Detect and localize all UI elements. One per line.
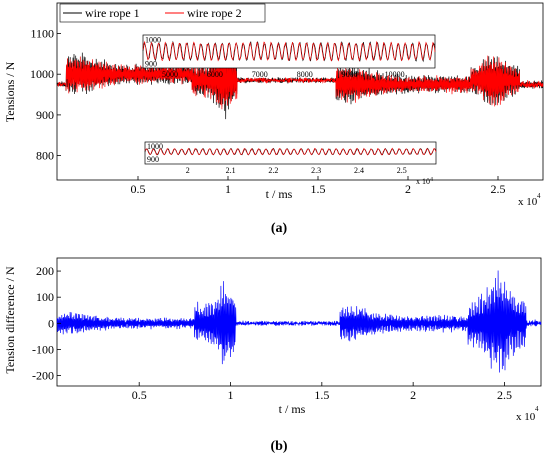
- panel-b-y-tick-label: -100: [32, 342, 54, 356]
- panel-b-x-axis-label: t / ms: [279, 402, 306, 416]
- panel-a-y-tick-label: 900: [36, 108, 54, 122]
- panel-a-x-tick-label: 1: [225, 182, 231, 196]
- legend-box: [59, 3, 266, 23]
- panel-b-x-exponent: x 10 4: [516, 405, 539, 423]
- panel-a-caption: (a): [271, 221, 288, 236]
- panel-b-caption: (b): [270, 439, 287, 454]
- panel-a-legend: wire rope 1 wire rope 2: [59, 3, 266, 23]
- legend-label-series-1: wire rope 1: [85, 6, 140, 20]
- panel-a-inset-top: 1000 900 5000 6000 7000 8000 9000 10000: [142, 34, 436, 79]
- inset-x-tick-label: 5000: [162, 70, 178, 79]
- panel-b-y-tick-label: 0: [48, 316, 54, 330]
- panel-a-inset-bottom: 1000 900 2 2.1 2.2 2.3 2.4 2.5 x 104: [144, 141, 437, 186]
- inset-frame: [144, 141, 437, 165]
- svg-text:4: 4: [537, 192, 541, 200]
- inset-series-line: [142, 40, 436, 63]
- panel-a-plot-frame: [56, 2, 544, 181]
- panel-a-x-exponent: x 10 4: [518, 192, 541, 208]
- svg-text:x 10: x 10: [518, 196, 538, 208]
- inset-x-tick-label: 6000: [207, 70, 223, 79]
- panel-a-x-axis-label: t / ms: [266, 187, 293, 201]
- panel-b-x-tick-label: 2.5: [497, 388, 512, 402]
- inset-x-exponent: x 104: [416, 177, 433, 186]
- svg-text:x 10: x 10: [516, 411, 536, 423]
- panel-a-y-tick-label: 1100: [30, 27, 54, 41]
- panel-a-tensions-chart: 1000 900 5000 6000 7000 8000 9000 10000 1000 900 2…: [3, 2, 544, 236]
- panel-a-y-axis-label: Tensions / N: [3, 61, 17, 122]
- panel-a-series-line: [56, 47, 544, 110]
- inset-y-tick-label: 1000: [147, 142, 163, 151]
- panel-a-x-tick-label: 2.5: [491, 182, 506, 196]
- inset-x-tick-label: 9000: [342, 70, 358, 79]
- panel-a-x-tick-label: 0.5: [131, 182, 146, 196]
- panel-a-y-tick-label: 1000: [30, 67, 54, 81]
- panel-b-y-axis-label: Tension difference / N: [3, 266, 17, 374]
- panel-b-series-line: [56, 270, 542, 373]
- panel-b-y-tick-label: 100: [36, 290, 54, 304]
- inset-x-tick-label: 2.3: [311, 166, 321, 175]
- panel-a-x-tick-label: 1.5: [311, 182, 326, 196]
- svg-text:4: 4: [535, 405, 539, 413]
- inset-x-tick-label: 2.5: [397, 166, 407, 175]
- inset-x-tick-label: 2: [186, 166, 190, 175]
- panel-b-x-tick-label: 2: [410, 388, 416, 402]
- inset-y-tick-label: 900: [145, 59, 157, 68]
- inset-frame: [142, 34, 436, 69]
- inset-x-tick-label: 2.4: [354, 166, 364, 175]
- inset-x-tick-label: 10000: [385, 70, 405, 79]
- inset-y-tick-label: 900: [147, 155, 159, 164]
- panel-b-y-tick-label: -200: [32, 369, 54, 383]
- inset-x-tick-label: 7000: [252, 70, 268, 79]
- panel-a-x-tick-label: 2: [405, 182, 411, 196]
- inset-series-line: [144, 147, 437, 156]
- inset-series-line: [142, 40, 436, 62]
- legend-label-series-2: wire rope 2: [187, 6, 242, 20]
- inset-x-tick-label: 2.2: [268, 166, 278, 175]
- panel-b-y-tick-label: 200: [36, 264, 54, 278]
- inset-y-tick-label: 1000: [145, 36, 161, 45]
- panel-b-x-tick-label: 1: [228, 388, 234, 402]
- panel-b-tension-difference-chart: 0.5 1 1.5 2 2.5 -200 -100 0 100 200 t / ms Tensi…: [3, 257, 542, 454]
- inset-x-tick-label: 2.1: [226, 166, 236, 175]
- panel-b-x-tick-label: 1.5: [314, 388, 329, 402]
- inset-x-tick-label: 8000: [297, 70, 313, 79]
- panel-a-y-tick-label: 800: [36, 149, 54, 163]
- panel-b-x-tick-label: 0.5: [132, 388, 147, 402]
